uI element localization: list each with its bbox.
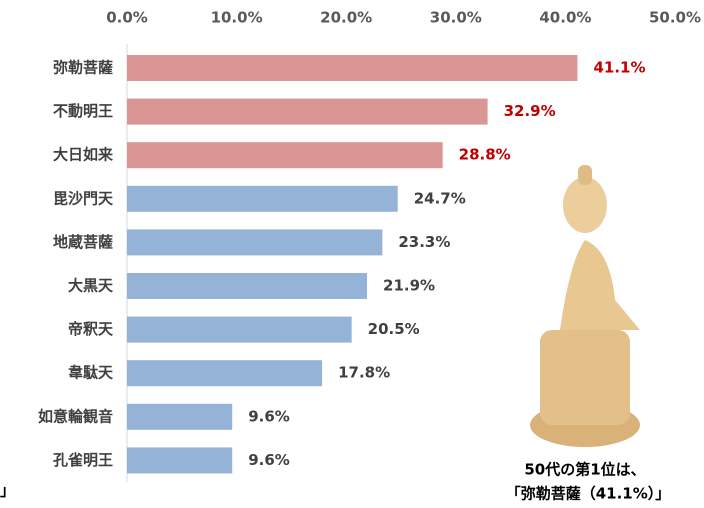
y-tick-label: 韋駄天 [68, 364, 114, 382]
bar [127, 142, 443, 169]
y-tick-label: 毘沙門天 [53, 189, 114, 207]
statue [530, 165, 640, 447]
annotation: 」 [0, 482, 15, 500]
bar [127, 229, 383, 256]
x-tick-label: 0.0% [106, 9, 148, 27]
y-tick-label: 帝釈天 [68, 320, 114, 338]
bar [127, 360, 323, 387]
y-tick-label: 大黒天 [68, 277, 114, 295]
value-label: 28.8% [459, 146, 511, 164]
y-tick-label: 弥勒菩薩 [53, 59, 113, 77]
bar [127, 316, 352, 343]
y-tick-label: 如意輪観音 [38, 407, 113, 425]
value-label: 9.6% [248, 451, 290, 469]
value-label: 23.3% [398, 233, 450, 251]
y-tick-label: 大日如来 [53, 146, 114, 164]
value-label: 24.7% [414, 189, 466, 207]
y-tick-label: 不動明王 [53, 102, 113, 120]
bar [127, 447, 233, 474]
x-tick-label: 50.0% [649, 9, 701, 27]
value-label: 20.5% [368, 320, 420, 338]
value-label: 9.6% [248, 407, 290, 425]
y-tick-label: 地蔵菩薩 [53, 233, 113, 251]
annotation: 50代の第1位は、 [524, 461, 645, 479]
bar [127, 185, 398, 212]
annotation: 「弥勒菩薩（41.1%）」 [506, 485, 671, 503]
x-tick-label: 30.0% [430, 9, 482, 27]
x-tick-label: 10.0% [211, 9, 263, 27]
bar [127, 55, 578, 81]
value-label: 21.9% [383, 277, 435, 295]
bar [127, 403, 233, 430]
y-tick-label: 孔雀明王 [53, 451, 113, 469]
bar [127, 273, 368, 299]
x-tick-label: 40.0% [539, 9, 591, 27]
value-label: 41.1% [593, 59, 645, 77]
bar [127, 98, 488, 125]
value-label: 17.8% [338, 364, 390, 382]
x-tick-label: 20.0% [320, 9, 372, 27]
value-label: 32.9% [504, 102, 556, 120]
